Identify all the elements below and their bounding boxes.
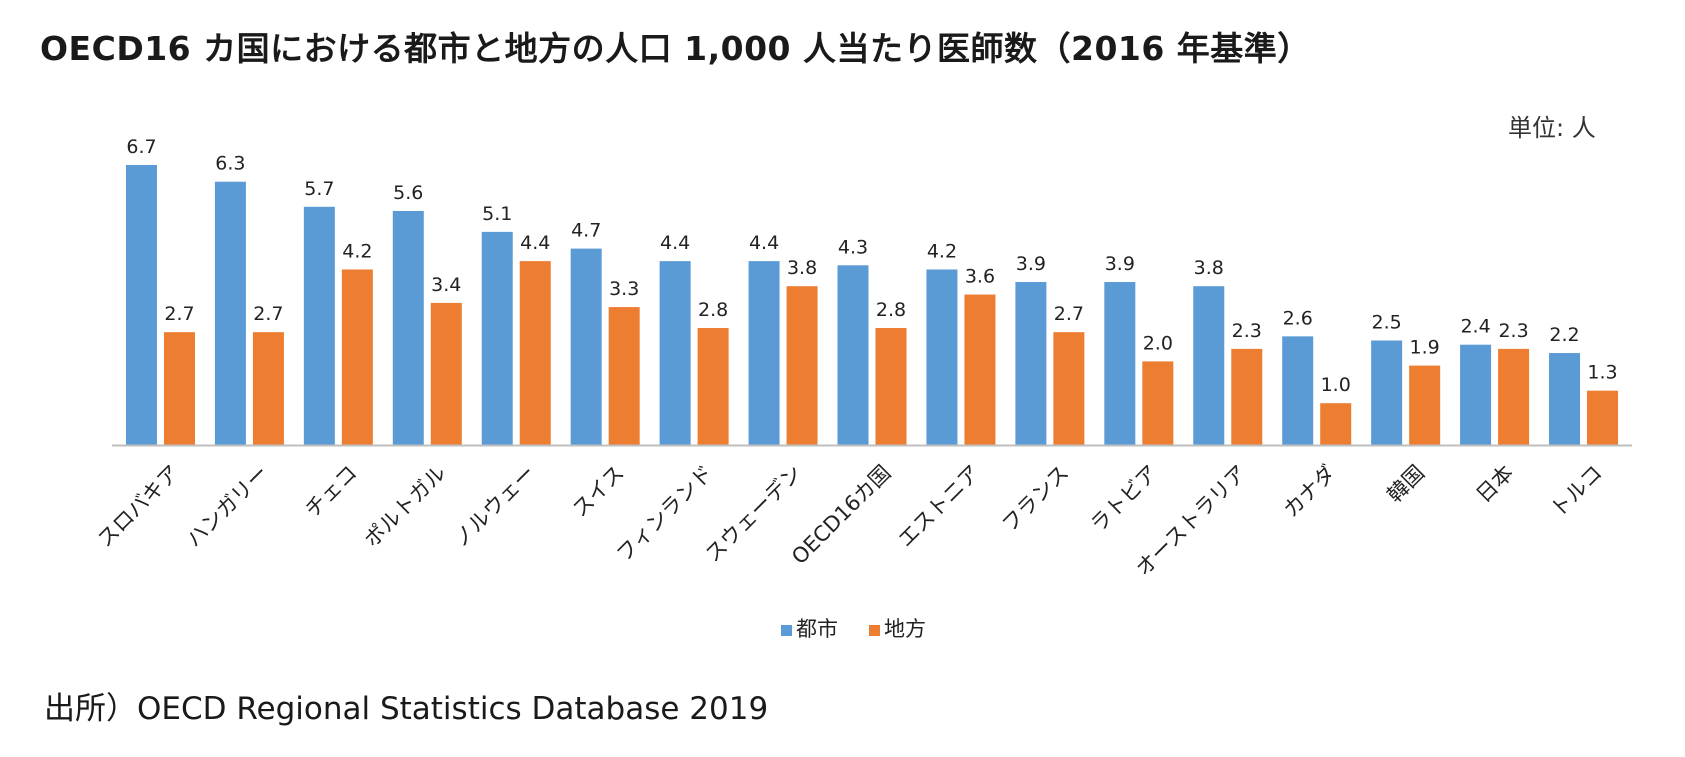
category-label: カナダ	[1279, 461, 1341, 523]
data-label: 2.8	[876, 299, 906, 321]
data-label: 2.7	[164, 303, 194, 325]
bar-urban	[1371, 340, 1403, 445]
legend-swatch-rural	[869, 625, 880, 636]
bar-urban	[392, 210, 424, 445]
data-label: 4.2	[927, 240, 957, 262]
data-label: 2.0	[1143, 332, 1173, 354]
category-label: フランス	[997, 461, 1073, 537]
bar-urban	[1104, 282, 1136, 445]
bar-urban	[570, 248, 602, 445]
bar-rural	[1320, 403, 1352, 445]
data-label: 2.4	[1460, 316, 1490, 338]
data-label: 2.8	[698, 299, 728, 321]
legend-label-rural: 地方	[884, 617, 926, 641]
bar-rural	[608, 307, 640, 445]
data-label: 1.0	[1321, 374, 1351, 396]
data-label: 5.6	[393, 182, 423, 204]
source-note: 出所）OECD Regional Statistics Database 201…	[44, 691, 769, 727]
data-label: 4.3	[838, 236, 868, 258]
data-label: 4.4	[520, 232, 550, 254]
data-label: 3.4	[431, 274, 461, 296]
data-label: 4.4	[749, 232, 779, 254]
data-label: 2.6	[1283, 307, 1313, 329]
data-label: 1.3	[1587, 362, 1617, 384]
data-label: 3.3	[609, 278, 639, 300]
bar-rural	[430, 302, 462, 445]
bar-urban	[1549, 353, 1581, 445]
data-label: 1.9	[1410, 337, 1440, 359]
bar-rural	[252, 332, 284, 445]
bar-rural	[1587, 390, 1619, 445]
bar-urban	[214, 181, 246, 445]
data-label: 6.7	[126, 136, 156, 158]
data-label: 3.9	[1016, 253, 1046, 275]
bar-rural	[786, 286, 818, 445]
category-label: チェコ	[300, 461, 362, 523]
data-label: 2.5	[1372, 312, 1402, 334]
bar-urban	[125, 165, 157, 445]
data-label: 4.4	[660, 232, 690, 254]
category-label: ノルウェー	[449, 461, 540, 552]
category-label: スロバキア	[93, 461, 184, 552]
data-label: 3.6	[965, 266, 995, 288]
bar-urban	[748, 261, 780, 445]
data-label: 6.3	[215, 153, 245, 175]
bar-rural	[1498, 348, 1530, 445]
category-label: ポルトガル	[360, 461, 451, 552]
data-label: 2.7	[253, 303, 283, 325]
bar-urban	[1193, 286, 1225, 445]
category-label: スイス	[568, 461, 629, 522]
data-label: 3.8	[1194, 257, 1224, 279]
bar-rural	[1142, 361, 1174, 445]
data-label: 2.3	[1498, 320, 1528, 342]
data-label: 3.9	[1105, 253, 1135, 275]
bar-urban	[659, 261, 691, 445]
bar-urban	[837, 265, 869, 445]
data-label: 5.7	[304, 178, 334, 200]
data-label: 4.2	[342, 240, 372, 262]
bar-urban	[481, 231, 513, 445]
data-label: 2.3	[1232, 320, 1262, 342]
bar-rural	[163, 332, 195, 445]
legend-label-urban: 都市	[796, 617, 838, 641]
data-label: 5.1	[482, 203, 512, 225]
bar-rural	[875, 327, 907, 445]
data-label: 2.2	[1549, 324, 1579, 346]
category-label: ラトビア	[1086, 461, 1162, 537]
category-label: 韓国	[1383, 461, 1430, 508]
bar-rural	[697, 327, 729, 445]
bar-urban	[1282, 336, 1314, 445]
data-label: 4.7	[571, 220, 601, 242]
category-label: ハンガリー	[182, 461, 273, 552]
bar-rural	[1231, 348, 1263, 445]
legend-swatch-urban	[781, 625, 792, 636]
data-label: 2.7	[1054, 303, 1084, 325]
bar-rural	[1409, 365, 1441, 445]
bar-urban	[303, 206, 335, 445]
bar-urban	[1015, 282, 1047, 445]
bar-urban	[926, 269, 958, 445]
bar-chart: 6.7 2.7 スロバキア 6.3 2.7 ハンガリー 5.7 4.2 チェコ 5.6 3.4 ポルト…	[93, 136, 1632, 641]
category-label: トルコ	[1546, 461, 1607, 522]
bar-urban	[1460, 344, 1492, 445]
category-label: 日本	[1471, 461, 1518, 508]
bar-rural	[519, 261, 551, 445]
category-label: エストニア	[893, 461, 984, 552]
chart-title: OECD16 カ国における都市と地方の人口 1,000 人当たり医師数（2016…	[40, 29, 1311, 68]
bar-rural	[1053, 332, 1085, 445]
unit-label: 単位: 人	[1508, 114, 1596, 142]
data-label: 3.8	[787, 257, 817, 279]
bar-rural	[341, 269, 373, 445]
bar-rural	[964, 294, 996, 445]
